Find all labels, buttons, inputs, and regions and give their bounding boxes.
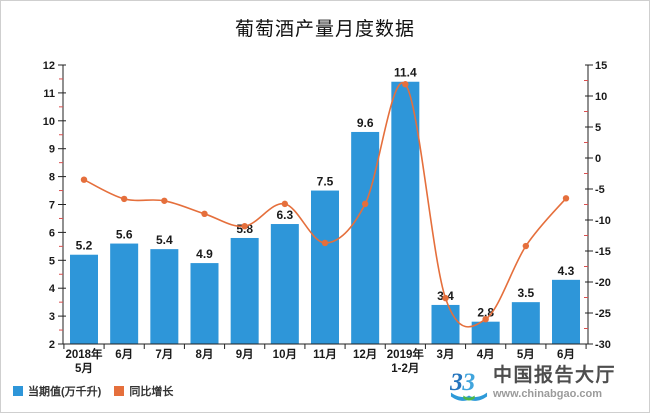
yoy-line-point	[361, 200, 369, 208]
yoy-line-point	[80, 176, 88, 183]
yoy-line-point	[402, 81, 409, 88]
watermark: 3 3 中国报告大厅 www.chinabgao.com	[450, 365, 617, 406]
bar-value-label: 4.9	[196, 247, 213, 261]
chinabgao-logo-icon: 3 3	[450, 367, 488, 401]
x-axis-label: 5月	[517, 348, 535, 361]
x-axis-label: 8月	[196, 348, 214, 361]
x-axis-label: 6月	[557, 348, 575, 361]
right-axis-tick-label: 0	[595, 153, 601, 165]
bar-series-swatch	[13, 386, 23, 396]
yoy-line-point	[201, 210, 208, 217]
yoy-line-point	[321, 239, 329, 247]
bar	[552, 279, 580, 344]
bar-value-label: 5.2	[76, 239, 93, 253]
legend-item-line-series: 同比增长	[114, 383, 173, 399]
x-axis-label: 9月	[236, 348, 254, 361]
left-axis-tick-label: 5	[49, 255, 55, 267]
bar	[431, 304, 460, 344]
yoy-line-point	[482, 316, 489, 323]
x-axis-label: 2019年	[387, 347, 425, 361]
bar	[391, 81, 420, 345]
bar	[70, 254, 98, 344]
legend: 当期值(万千升) 同比增长	[13, 383, 173, 399]
bar-value-label: 7.5	[317, 175, 334, 189]
bar	[351, 131, 380, 344]
left-axis-tick-label: 12	[43, 60, 55, 72]
bar	[190, 263, 219, 344]
chart-title: 葡萄酒产量月度数据	[234, 19, 415, 40]
right-axis-tick-label: 15	[595, 60, 607, 72]
right-axis-tick-label: -20	[595, 277, 611, 289]
left-axis-tick-label: 4	[49, 283, 56, 295]
bar-value-label: 5.6	[116, 228, 133, 242]
yoy-line-point	[281, 200, 289, 208]
yoy-line-point	[120, 195, 128, 203]
bar	[270, 224, 299, 344]
bar	[471, 321, 500, 344]
bar	[230, 237, 259, 344]
line-series-swatch	[114, 386, 125, 396]
x-axis-label: 4月	[477, 348, 495, 361]
left-axis-tick-label: 3	[49, 311, 55, 323]
yoy-line-point	[522, 242, 530, 250]
bar-value-label: 3.5	[517, 286, 534, 300]
x-axis-label: 3月	[437, 348, 455, 361]
svg-text:3: 3	[450, 367, 463, 396]
left-axis-tick-label: 6	[49, 227, 55, 239]
x-axis-label: 12月	[353, 348, 377, 361]
x-axis-label: 2018年	[65, 347, 103, 361]
right-axis-tick-label: -5	[595, 184, 605, 196]
yoy-line-point	[241, 223, 248, 230]
yoy-line-point	[161, 197, 168, 204]
right-axis-tick-label: -15	[595, 246, 611, 258]
right-axis-tick-label: -25	[595, 308, 611, 320]
line-series-label: 同比增长	[129, 386, 174, 398]
bar-value-label: 4.3	[558, 264, 575, 278]
x-axis-label: 10月	[273, 348, 297, 361]
svg-text:3: 3	[461, 367, 475, 396]
right-axis-tick-label: 10	[595, 91, 607, 103]
bar	[110, 243, 139, 344]
watermark-brand: 中国报告大厅	[493, 365, 617, 386]
x-axis-label: 6月	[115, 348, 133, 361]
right-axis-tick-label: 5	[595, 122, 601, 134]
yoy-line-point	[442, 294, 449, 302]
left-axis-tick-label: 2	[49, 339, 55, 351]
legend-item-bar-series: 当期值(万千升)	[13, 383, 101, 399]
watermark-url: www.chinabgao.com	[493, 387, 602, 400]
bar-value-label: 11.4	[394, 66, 417, 80]
right-axis-tick-label: -30	[595, 339, 611, 351]
bar-value-label: 5.4	[156, 233, 173, 247]
yoy-line-point	[562, 195, 570, 202]
left-axis-tick-label: 11	[43, 88, 55, 100]
x-axis-label: 7月	[155, 348, 173, 361]
x-axis-label: 5月	[75, 362, 93, 375]
left-axis-tick-label: 9	[49, 144, 55, 156]
bar	[311, 190, 339, 344]
x-axis-label: 11月	[313, 348, 337, 361]
left-axis-tick-label: 7	[49, 200, 55, 212]
left-axis-tick-label: 10	[43, 116, 55, 128]
bar	[150, 249, 179, 344]
bar-value-label: 6.3	[276, 208, 293, 222]
right-axis-tick-label: -10	[595, 215, 611, 227]
left-axis-tick-label: 8	[49, 172, 55, 184]
bar	[511, 302, 540, 344]
bar-value-label: 9.6	[357, 116, 374, 130]
x-axis-label: 1-2月	[391, 362, 419, 375]
bar-series-label: 当期值(万千升)	[28, 386, 102, 398]
